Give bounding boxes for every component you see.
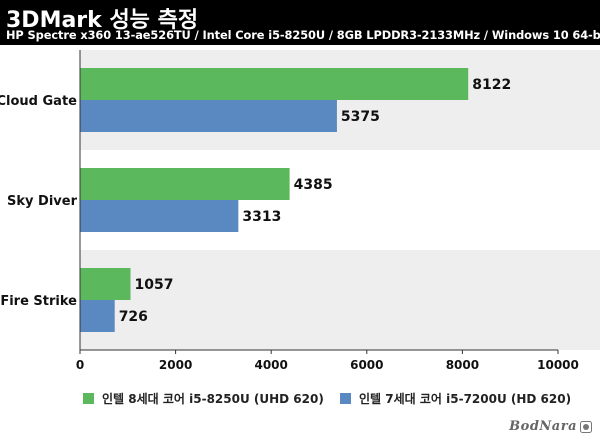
logo-icon: [580, 420, 592, 433]
x-tick-label: 10000: [537, 358, 579, 372]
bar: [80, 168, 290, 200]
chart-header: 3DMark 성능 측정 HP Spectre x360 13-ae526TU …: [0, 0, 600, 45]
category-label: Fire Strike: [0, 294, 77, 309]
legend-item-series-1: 인텔 8세대 코어 i5-8250U (UHD 620): [83, 390, 324, 407]
chart-title: 3DMark 성능 측정: [6, 8, 199, 33]
x-tick-label: 4000: [254, 358, 287, 372]
legend-item-series-2: 인텔 7세대 코어 i5-7200U (HD 620): [340, 390, 571, 407]
data-label: 3313: [242, 209, 281, 225]
bar: [80, 268, 131, 300]
watermark-logo: BodNara: [509, 419, 592, 434]
bar: [80, 200, 239, 232]
legend-swatch-series-1: [83, 393, 94, 404]
data-label: 1057: [135, 277, 174, 293]
data-label: 726: [119, 309, 148, 325]
chart-subtitle: HP Spectre x360 13-ae526TU / Intel Core …: [6, 28, 600, 42]
data-label: 4385: [294, 177, 333, 193]
data-label: 5375: [341, 109, 380, 125]
chart-legend: 인텔 8세대 코어 i5-8250U (UHD 620) 인텔 7세대 코어 i…: [0, 390, 600, 412]
category-band: [80, 250, 600, 350]
x-tick-label: 6000: [350, 358, 383, 372]
x-tick-label: 0: [76, 358, 84, 372]
bar: [80, 300, 115, 332]
bar-chart: 8122 5375 Cloud Gate 4385 3313 Sky Diver 1057 7…: [0, 50, 600, 372]
bar: [80, 68, 469, 100]
category-label: Sky Diver: [7, 194, 78, 209]
legend-label-series-2: 인텔 7세대 코어 i5-7200U (HD 620): [359, 392, 572, 406]
watermark-text: BodNara: [509, 419, 577, 434]
legend-label-series-1: 인텔 8세대 코어 i5-8250U (UHD 620): [102, 392, 324, 406]
x-tick-label: 8000: [446, 358, 479, 372]
category-label: Cloud Gate: [0, 94, 77, 109]
x-tick-label: 2000: [159, 358, 192, 372]
data-label: 8122: [472, 77, 511, 93]
legend-swatch-series-2: [340, 393, 351, 404]
bar: [80, 100, 337, 132]
